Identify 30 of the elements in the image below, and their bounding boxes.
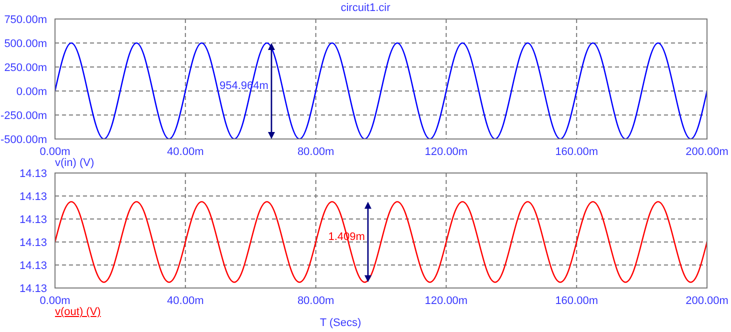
y-tick-label: 750.00m <box>4 14 47 26</box>
series-label: v(in) (V) <box>55 157 94 169</box>
x-tick-label: 80.00m <box>297 294 334 307</box>
y-tick-label: 14.13 <box>19 214 47 226</box>
x-tick-label: 40.00m <box>167 146 204 158</box>
y-tick-label: 500.00m <box>4 38 47 50</box>
y-tick-label: 14.13 <box>19 168 47 180</box>
y-tick-label: 0.00m <box>16 86 47 98</box>
y-tick-label: -500.00m <box>0 134 47 146</box>
x-tick-label: 200.00m <box>686 146 728 158</box>
x-tick-label: 160.00m <box>555 146 598 158</box>
y-tick-label: 14.13 <box>19 260 47 272</box>
x-axis-title: T (Secs) <box>318 317 362 329</box>
x-tick-label: 0.00m <box>40 294 70 307</box>
x-tick-label: 200.00m <box>686 294 728 307</box>
x-tick-label: 160.00m <box>555 294 598 307</box>
line-series <box>55 42 707 139</box>
y-tick-label: -250.00m <box>0 110 47 122</box>
x-tick-label: 120.00m <box>424 294 468 307</box>
y-tick-label: 14.13 <box>19 190 47 203</box>
y-tick-label: 14.13 <box>19 236 47 249</box>
text: v(out) (V) <box>55 306 101 318</box>
x-tick-label: 80.00m <box>297 146 334 158</box>
chart-title: circuit1.cir <box>340 2 392 14</box>
x-tick-label: 40.00m <box>167 294 204 307</box>
y-tick-label: 14.13 <box>19 282 47 295</box>
x-tick-label: 120.00m <box>424 146 468 158</box>
y-tick-label: 250.00m <box>4 62 47 74</box>
line-series <box>55 201 707 283</box>
x-tick-label: 0.00m <box>40 146 70 158</box>
